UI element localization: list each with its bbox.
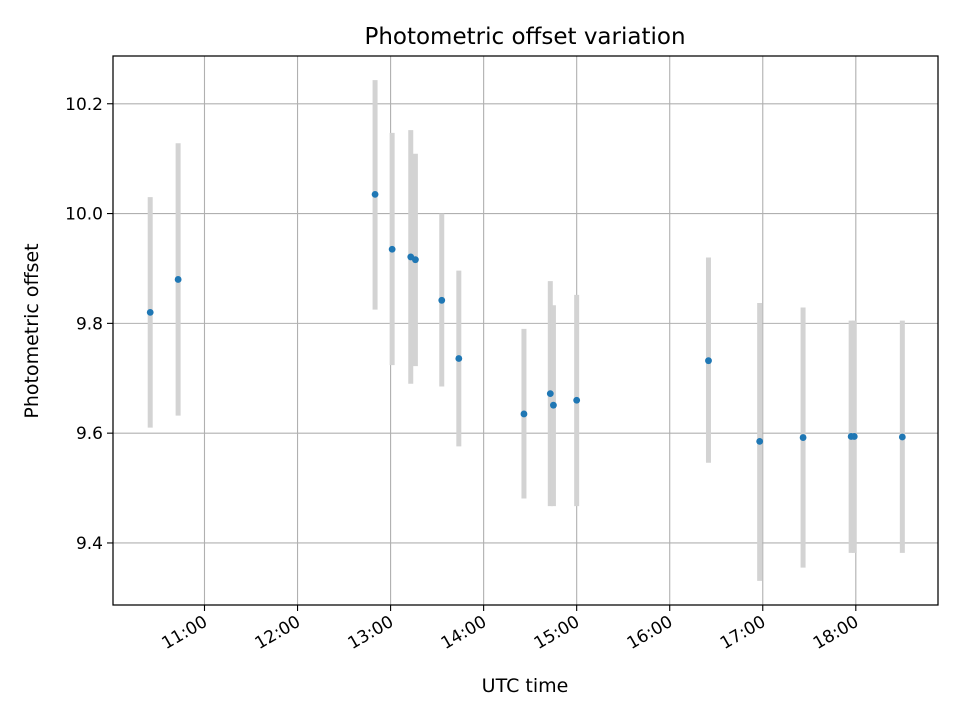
data-point xyxy=(573,396,581,404)
data-point xyxy=(898,433,906,441)
data-point xyxy=(371,190,379,198)
y-tick-label: 9.4 xyxy=(76,534,103,554)
data-points xyxy=(146,190,906,445)
data-point xyxy=(850,433,858,440)
x-axis-label: UTC time xyxy=(482,675,569,697)
y-tick-label: 10.2 xyxy=(65,95,103,115)
data-point xyxy=(388,245,396,253)
y-tick-label: 9.6 xyxy=(76,424,103,444)
y-tick-label: 10.0 xyxy=(65,205,103,225)
data-point xyxy=(550,401,557,409)
data-point xyxy=(756,437,764,445)
chart-title: Photometric offset variation xyxy=(364,24,685,50)
data-point xyxy=(174,276,182,283)
data-point xyxy=(546,390,554,398)
data-point xyxy=(520,410,528,418)
data-point xyxy=(146,308,154,316)
y-tick-label: 9.8 xyxy=(76,314,103,334)
data-point xyxy=(799,434,807,441)
y-axis-ticks: 9.4 9.6 9.8 10.0 10.2 xyxy=(65,95,113,554)
plot-frame xyxy=(112,55,939,606)
data-point xyxy=(411,256,419,264)
data-point xyxy=(705,357,712,365)
data-point xyxy=(455,355,463,362)
data-point xyxy=(438,296,446,304)
y-axis-label: Photometric offset xyxy=(21,243,43,418)
